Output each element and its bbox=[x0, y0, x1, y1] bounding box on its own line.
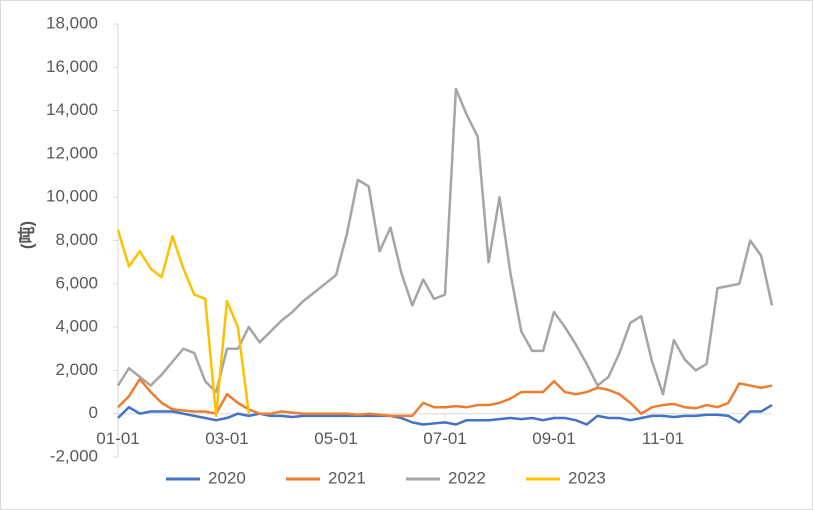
x-tick-label: 11-01 bbox=[642, 429, 684, 448]
y-tick-label: 16,000 bbox=[46, 57, 98, 76]
legend-label: 2021 bbox=[328, 468, 366, 487]
y-tick-label: 2,000 bbox=[55, 360, 98, 379]
series-line bbox=[116, 229, 251, 418]
series-line bbox=[117, 377, 773, 418]
x-tick-label: 09-01 bbox=[532, 429, 575, 448]
y-tick-label: -2,000 bbox=[50, 446, 98, 465]
series-line bbox=[117, 403, 773, 426]
x-tick-label: 03-01 bbox=[205, 429, 248, 448]
y-tick-label: 6,000 bbox=[55, 273, 98, 292]
y-tick-label: 0 bbox=[89, 403, 98, 422]
y-axis-label: (吨) bbox=[16, 221, 36, 249]
y-tick-label: 8,000 bbox=[55, 230, 98, 249]
legend-label: 2023 bbox=[568, 468, 606, 487]
y-tick-label: 18,000 bbox=[46, 13, 98, 32]
x-tick-label: 07-01 bbox=[423, 429, 466, 448]
legend-label: 2020 bbox=[208, 468, 246, 487]
x-tick-label: 05-01 bbox=[314, 429, 357, 448]
y-tick-label: 10,000 bbox=[46, 187, 98, 206]
x-tick-label: 01-01 bbox=[96, 429, 139, 448]
series-line bbox=[116, 87, 774, 396]
y-tick-label: 14,000 bbox=[46, 100, 98, 119]
y-tick-label: 4,000 bbox=[55, 317, 98, 336]
legend-label: 2022 bbox=[448, 468, 486, 487]
y-tick-label: 12,000 bbox=[46, 143, 98, 162]
